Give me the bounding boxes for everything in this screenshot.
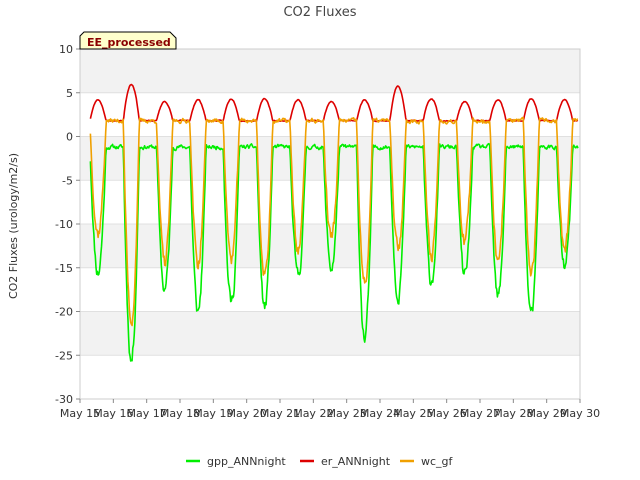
x-tick-label: May 19 <box>193 407 233 420</box>
y-tick-label: 5 <box>66 87 73 100</box>
grid-band <box>80 49 580 93</box>
y-tick-label: -25 <box>55 349 73 362</box>
x-tick-label: May 25 <box>393 407 433 420</box>
y-tick-label: -5 <box>62 174 73 187</box>
series-line-gpp_ANNnight <box>89 142 579 362</box>
grid-band <box>80 267 580 312</box>
grid-band <box>80 136 580 181</box>
grid-band <box>80 180 580 224</box>
y-axis-title: CO2 Fluxes (urology/m2/s) <box>7 153 20 299</box>
legend: gpp_ANNnight er_ANNnight wc_gf <box>186 455 454 468</box>
x-tick-label: May 24 <box>360 407 400 420</box>
series-line-er_ANNnight <box>89 83 579 123</box>
x-tick-label: May 22 <box>293 407 333 420</box>
x-tick-label: May 15 <box>60 407 100 420</box>
chart-title: CO2 Fluxes <box>283 5 356 20</box>
grid-band <box>80 355 580 399</box>
x-tick-label: May 28 <box>493 407 533 420</box>
series-line-wc_gf <box>89 116 578 327</box>
y-tick-label: -15 <box>55 262 73 275</box>
badge-box <box>79 31 177 50</box>
y-tick-label: -10 <box>55 218 73 231</box>
x-tick-label: May 16 <box>93 407 133 420</box>
y-tick-label: -30 <box>55 393 73 406</box>
series-layer <box>89 83 579 362</box>
badge-label: EE_processed <box>87 36 171 49</box>
y-tick-label: 0 <box>66 131 73 144</box>
x-tick-label: May 18 <box>160 407 200 420</box>
y-axis-ticks: 10 5 0 -5 -10 -15 -20 -25 -30 <box>55 43 80 406</box>
x-tick-label: May 20 <box>227 407 267 420</box>
x-tick-label: May 27 <box>460 407 500 420</box>
x-tick-label: May 30 <box>560 407 600 420</box>
x-tick-label: May 23 <box>327 407 367 420</box>
y-tick-label: 10 <box>59 43 73 56</box>
legend-label: gpp_ANNnight <box>207 455 286 468</box>
grid-band <box>80 311 580 356</box>
x-tick-label: May 29 <box>527 407 567 420</box>
x-tick-label: May 21 <box>260 407 300 420</box>
legend-label: er_ANNnight <box>321 455 391 468</box>
x-tick-label: May 17 <box>127 407 167 420</box>
y-tick-label: -20 <box>55 306 73 319</box>
processing-badge: EE_processed <box>79 31 177 50</box>
legend-label: wc_gf <box>421 455 454 468</box>
x-tick-label: May 26 <box>427 407 467 420</box>
